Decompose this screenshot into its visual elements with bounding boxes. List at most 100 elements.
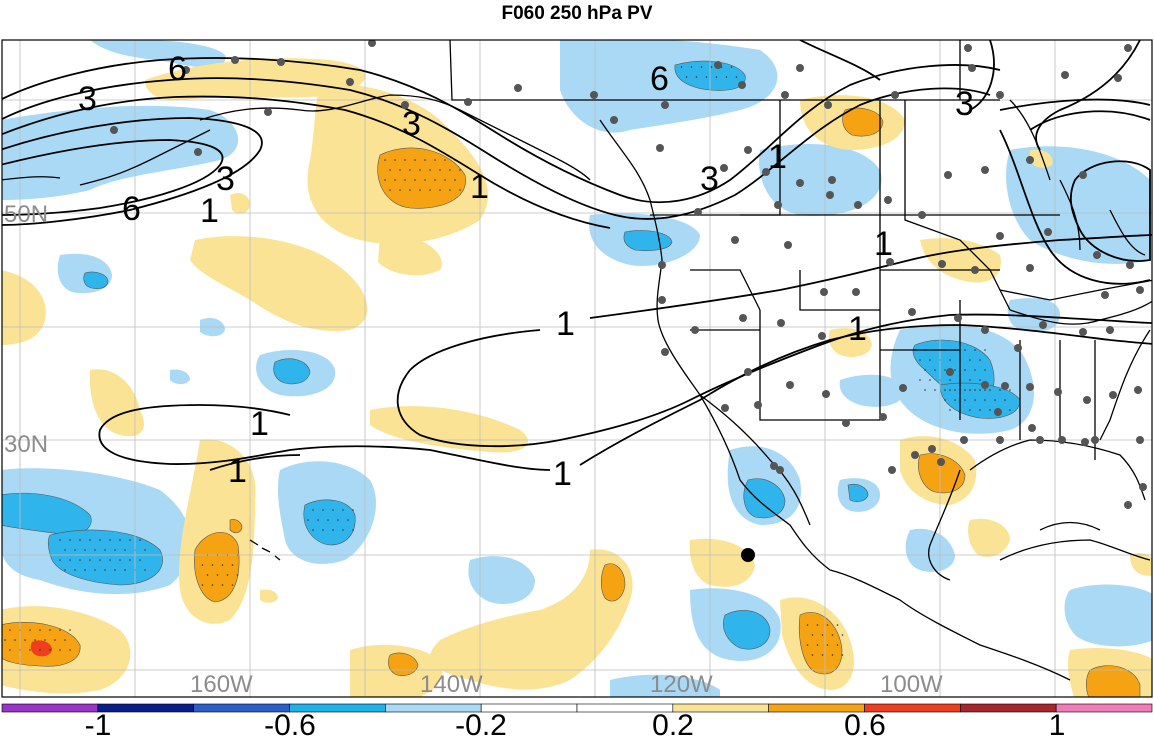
- stipple-dot: [924, 369, 926, 371]
- lon-label-100w: 100W: [880, 671, 943, 698]
- station-dot: [731, 236, 739, 244]
- contour-label: 3: [78, 80, 97, 118]
- station-dot: [658, 261, 666, 269]
- colorbar-swatch: [960, 703, 1057, 713]
- station-dot: [781, 91, 789, 99]
- stipple-dot: [700, 66, 703, 68]
- stipple-dot: [144, 549, 146, 551]
- station-dot: [1101, 291, 1109, 299]
- contour-label: 1: [556, 305, 575, 343]
- stipple-dot: [459, 189, 461, 191]
- stipple-dot: [119, 559, 121, 561]
- stipple-dot: [39, 649, 41, 651]
- stipple-dot: [979, 379, 981, 381]
- stipple-dot: [414, 159, 416, 161]
- colorbar-labels: -1 -0.6 -0.2 0.2 0.6 1: [85, 709, 1066, 739]
- stipple-dot: [59, 649, 61, 651]
- stipple-dot: [119, 539, 121, 541]
- stipple-dot: [79, 559, 81, 561]
- station-dot: [842, 419, 850, 427]
- station-dot: [1001, 382, 1009, 390]
- stipple-dot: [389, 169, 391, 171]
- station-dot: [368, 40, 376, 47]
- stipple-dot: [307, 519, 309, 521]
- stipple-dot: [429, 189, 431, 191]
- stipple-dot: [919, 379, 921, 381]
- station-dot: [899, 384, 907, 392]
- stipple-dot: [84, 569, 86, 571]
- stipple-dot: [841, 654, 844, 656]
- stipple-dot: [449, 169, 451, 171]
- station-dot: [796, 64, 804, 72]
- station-dot: [720, 164, 728, 172]
- stipple-dot: [332, 529, 334, 531]
- station-dot: [231, 56, 239, 64]
- stipple-dot: [811, 654, 814, 656]
- station-dot: [854, 201, 862, 209]
- stipple-dot: [949, 379, 951, 381]
- station-dot: [1014, 344, 1022, 352]
- stipple-dot: [424, 159, 426, 161]
- station-dot: [1136, 436, 1144, 444]
- stipple-dot: [836, 624, 839, 626]
- contour-label: 6: [122, 190, 141, 228]
- stipple-dot: [221, 564, 224, 566]
- stipple-dot: [999, 389, 1001, 391]
- stipple-dot: [434, 159, 436, 161]
- contour-label: 1: [848, 310, 867, 348]
- stipple-dot: [974, 399, 976, 401]
- stipple-dot: [1009, 409, 1011, 411]
- stipple-dot: [124, 569, 126, 571]
- station-dot: [1044, 228, 1052, 236]
- station-dot: [656, 144, 664, 152]
- station-dot: [818, 332, 826, 340]
- stipple-dot: [211, 584, 214, 586]
- stipple-dot: [434, 179, 436, 181]
- stipple-dot: [414, 179, 416, 181]
- stipple-dot: [104, 569, 106, 571]
- station-dot: [661, 348, 669, 356]
- contour-label: 1: [768, 138, 787, 176]
- stipple-dot: [419, 189, 421, 191]
- stipple-dot: [129, 539, 131, 541]
- stipple-dot: [104, 549, 106, 551]
- lon-label-140w: 140W: [420, 671, 483, 698]
- lat-label-50n: 50N: [4, 201, 48, 228]
- stipple-dot: [444, 179, 446, 181]
- station-dot: [658, 296, 666, 304]
- stipple-dot: [715, 76, 718, 78]
- stipple-dot: [89, 559, 91, 561]
- stipple-dot: [979, 359, 981, 361]
- station-dot: [194, 148, 202, 156]
- stipple-dot: [139, 539, 141, 541]
- stipple-dot: [680, 66, 683, 68]
- stipple-dot: [964, 349, 966, 351]
- stipple-dot: [109, 559, 111, 561]
- stipple-dot: [924, 389, 926, 391]
- stipple-dot: [54, 639, 56, 641]
- station-dot: [796, 179, 804, 187]
- station-dot: [770, 462, 778, 470]
- stipple-dot: [969, 359, 971, 361]
- stipple-dot: [404, 179, 406, 181]
- stipple-dot: [74, 549, 76, 551]
- stipple-dot: [94, 549, 96, 551]
- station-dot: [1109, 391, 1117, 399]
- station-dot: [694, 208, 702, 216]
- stipple-dot: [954, 389, 956, 391]
- stipple-dot: [685, 76, 688, 78]
- station-dot: [464, 98, 472, 106]
- stipple-dot: [317, 519, 319, 521]
- contour-label: 6: [168, 50, 187, 88]
- station-dot: [981, 326, 989, 334]
- stipple-dot: [409, 189, 411, 191]
- station-dot: [1039, 321, 1047, 329]
- station-dot: [514, 84, 522, 92]
- lon-label-120w: 120W: [650, 671, 713, 698]
- stipple-dot: [342, 529, 344, 531]
- stipple-dot: [836, 644, 839, 646]
- stipple-dot: [84, 549, 86, 551]
- stipple-dot: [49, 649, 51, 651]
- stipple-dot: [201, 564, 204, 566]
- contour-label: 6: [650, 60, 669, 98]
